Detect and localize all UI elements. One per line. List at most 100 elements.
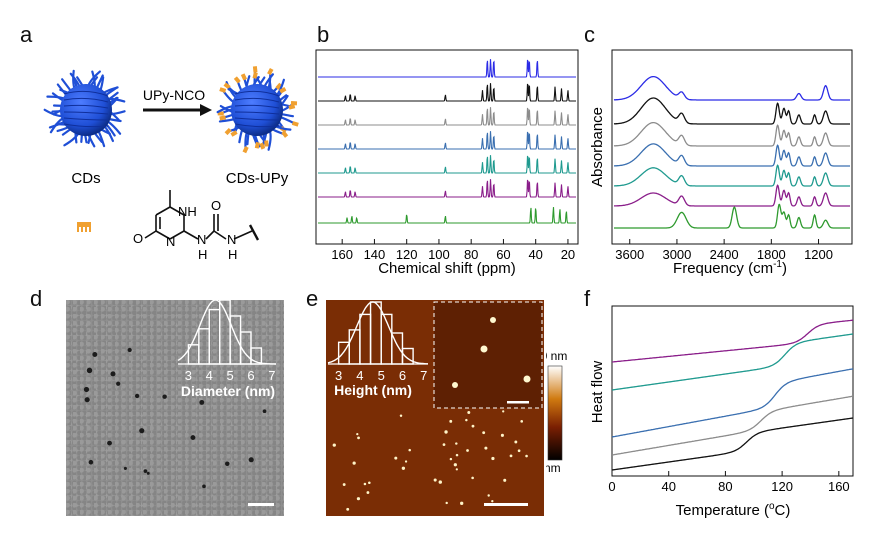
upy-group: [291, 121, 299, 127]
dsc-xlabel: Temperature (oC): [676, 501, 791, 519]
afm-particle: [363, 482, 367, 486]
tem-particle: [107, 440, 112, 446]
tem-particle: [248, 457, 254, 463]
hist-tick-label: 5: [227, 368, 234, 383]
core-texture: [234, 104, 280, 109]
hist-bar: [401, 347, 414, 365]
afm-particle: [467, 411, 471, 415]
afm-particle: [514, 440, 518, 444]
cds-label: CDs: [71, 170, 100, 187]
panel-letter-c: c: [584, 22, 595, 47]
afm-particle: [438, 480, 442, 484]
tem-particle: [225, 461, 230, 466]
afm-particle: [455, 453, 459, 457]
atom-h-right: H: [228, 247, 237, 262]
afm-particle: [342, 483, 346, 486]
tem-particle: [88, 459, 94, 465]
afm-particle: [509, 454, 513, 458]
afm-particle: [352, 461, 356, 465]
panel-letter-d: d: [30, 286, 43, 311]
upy-group: [264, 140, 269, 147]
ftir-tick-label: 3600: [615, 247, 644, 262]
core-texture: [63, 97, 109, 103]
tem-particle: [139, 428, 145, 434]
nmr-tick-label: 160: [331, 247, 353, 262]
upy-group: [254, 141, 260, 149]
ftir-frame: [611, 49, 853, 245]
panel-letter-f: f: [584, 286, 591, 311]
afm-particle: [491, 499, 494, 503]
hist-tick-label: 3: [185, 368, 192, 383]
nmr-series: [318, 59, 576, 78]
core-texture: [234, 123, 280, 128]
ftir-series: [613, 121, 850, 147]
afm-particle: [525, 454, 528, 458]
afm-zoom-particle: [480, 345, 488, 353]
nmr-tick-label: 60: [496, 247, 510, 262]
afm-particle: [471, 476, 474, 480]
afm-inset-zoom: [433, 301, 543, 409]
tem-particle: [92, 352, 98, 357]
hist-tick-label: 7: [268, 368, 275, 383]
afm-particle: [500, 433, 504, 437]
dsc-tick-label: 0: [608, 479, 615, 494]
afm-particle: [520, 420, 524, 423]
tem-particle: [83, 386, 90, 393]
tem-image: [66, 300, 284, 516]
afm-particle: [482, 431, 486, 435]
afm-particle: [449, 419, 453, 423]
tem-scale-bar: [248, 503, 274, 506]
hist-fit: [327, 301, 428, 365]
afm-particle: [517, 449, 521, 453]
dsc-tick-label: 80: [718, 479, 732, 494]
height-xlabel: Height (nm): [334, 382, 412, 398]
colorbar-max-label: 10 nm: [546, 352, 567, 363]
hist-tick-label: 6: [399, 368, 406, 383]
core-texture: [234, 111, 280, 115]
atom-o-top: O: [211, 198, 221, 213]
afm-particle: [465, 418, 468, 422]
ftir-xlabel: Frequency (cm-1): [673, 259, 787, 277]
dsc-chart: 0 40 80 120 160 Heat flow Temperature (oC): [589, 305, 854, 519]
dsc-series: [611, 333, 854, 391]
afm-zoom-particle: [490, 317, 496, 323]
dsc-series: [611, 319, 854, 363]
afm-particle: [502, 410, 505, 413]
upy-group: [240, 73, 247, 81]
hist-bar: [359, 313, 372, 365]
panel-a-schematic: UPy-NCO CDs CDs-UPy NH O O N N N H H: [43, 66, 299, 262]
upy-group: [233, 76, 241, 84]
afm-particle: [404, 460, 408, 463]
nmr-series: [318, 207, 576, 224]
atom-n-ring: N: [166, 234, 175, 249]
tem-particle: [199, 399, 205, 405]
nmr-series: [318, 107, 576, 126]
hist-fit: [177, 300, 276, 365]
hist-tick-label: 4: [206, 368, 213, 383]
upy-group: [252, 66, 258, 73]
hist-bar: [198, 328, 210, 365]
tem-particle: [134, 393, 140, 399]
ftir-series: [613, 75, 850, 101]
afm-particle: [455, 442, 458, 445]
upy-group: [219, 115, 226, 121]
upy-group: [224, 127, 232, 136]
cds-upy-label: CDs-UPy: [226, 170, 289, 187]
afm-particle: [394, 456, 398, 460]
dsc-tick-label: 160: [828, 479, 850, 494]
ftir-tick-label: 2400: [710, 247, 739, 262]
ftir-chart: 3600 3000 2400 1800 1200 Absorbance Frequenc…: [589, 49, 853, 277]
afm-particle: [356, 497, 361, 501]
carbon-dot-core: [60, 84, 112, 136]
dsc-ylabel: Heat flow: [589, 361, 606, 424]
tem-particle: [127, 347, 132, 353]
atom-o-left: O: [133, 231, 143, 246]
tem-particle: [202, 484, 206, 489]
nmr-tick-label: 120: [396, 247, 418, 262]
afm-particle: [433, 478, 437, 482]
tem-particle: [162, 394, 167, 399]
